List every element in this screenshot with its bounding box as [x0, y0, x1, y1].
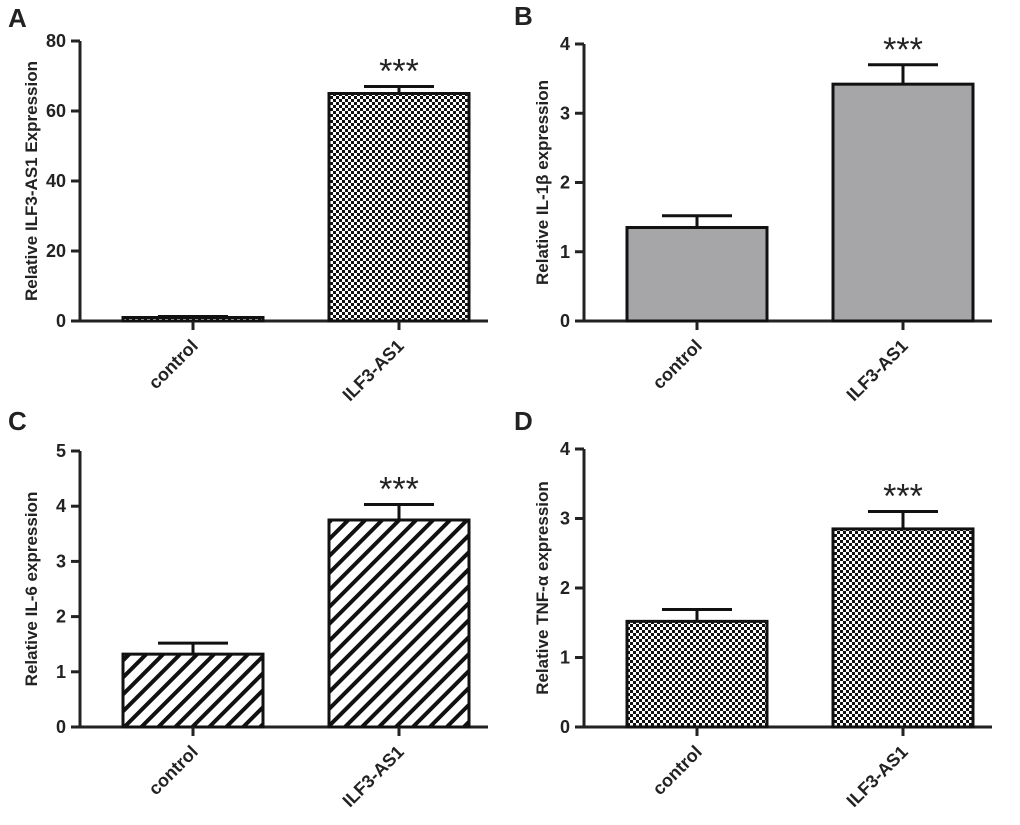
significance-label: ***: [379, 471, 419, 509]
bar-control: [121, 652, 265, 729]
y-axis-title: Relative IL-1β expression: [533, 80, 552, 285]
chart-panel-d: D 0 1 2 3 4 Relative TNF-α expression control IL…: [514, 406, 992, 811]
y-tick-label: 3: [560, 103, 570, 123]
y-tick-label: 2: [560, 578, 570, 598]
chart-panel-a: A 0 20 40 60 80 Relative ILF3-AS1 Expression co…: [8, 3, 488, 405]
y-tick-label: 40: [46, 171, 66, 191]
y-tick-label: 0: [560, 311, 570, 331]
y-tick-label: 80: [46, 31, 66, 51]
y-tick-label: 1: [56, 662, 66, 682]
y-tick-label: 0: [560, 717, 570, 737]
y-tick-label: 1: [560, 242, 570, 262]
bar-ilf3-as1: [831, 527, 975, 729]
x-tick-label: control: [145, 336, 202, 393]
y-tick-label: 20: [46, 241, 66, 261]
x-tick-label: ILF3-AS1: [339, 742, 408, 811]
chart-panel-b: B 0 1 2 3 4 Relative IL-1β expression control IL…: [514, 1, 992, 405]
x-tick-label: control: [649, 336, 706, 393]
y-tick-label: 1: [560, 648, 570, 668]
bar-ilf3-as1: [831, 82, 975, 323]
bar-control: [625, 226, 769, 323]
y-tick-label: 0: [56, 717, 66, 737]
panel-letter: B: [514, 1, 533, 31]
y-tick-label: 5: [56, 441, 66, 461]
x-tick-label: control: [649, 742, 706, 799]
y-tick-label: 0: [56, 311, 66, 331]
y-tick-label: 2: [56, 607, 66, 627]
significance-label: ***: [379, 53, 419, 91]
panel-letter: D: [514, 406, 533, 436]
panel-letter: A: [8, 3, 27, 33]
y-tick-label: 3: [560, 509, 570, 529]
y-axis-title: Relative IL-6 expression: [22, 492, 41, 687]
x-tick-label: ILF3-AS1: [339, 336, 408, 405]
significance-label: ***: [883, 478, 923, 516]
y-tick-label: 4: [560, 439, 570, 459]
bar-control: [121, 316, 265, 323]
y-tick-label: 4: [560, 34, 570, 54]
bar-ilf3-as1: [327, 92, 471, 323]
x-tick-label: ILF3-AS1: [843, 742, 912, 811]
significance-label: ***: [883, 31, 923, 69]
bar-control: [625, 619, 769, 729]
y-tick-label: 4: [56, 496, 66, 516]
x-tick-label: ILF3-AS1: [843, 336, 912, 405]
y-tick-label: 3: [56, 551, 66, 571]
chart-panel-c: C 0 1 2 3 4 5 Relative IL-6 expression control IL…: [8, 406, 488, 811]
y-axis-title: Relative TNF-α expression: [533, 481, 552, 695]
x-tick-label: control: [145, 742, 202, 799]
y-axis-title: Relative ILF3-AS1 Expression: [22, 61, 41, 301]
bar-ilf3-as1: [327, 518, 471, 729]
y-tick-label: 60: [46, 101, 66, 121]
y-tick-label: 2: [560, 173, 570, 193]
panel-letter: C: [8, 406, 27, 436]
